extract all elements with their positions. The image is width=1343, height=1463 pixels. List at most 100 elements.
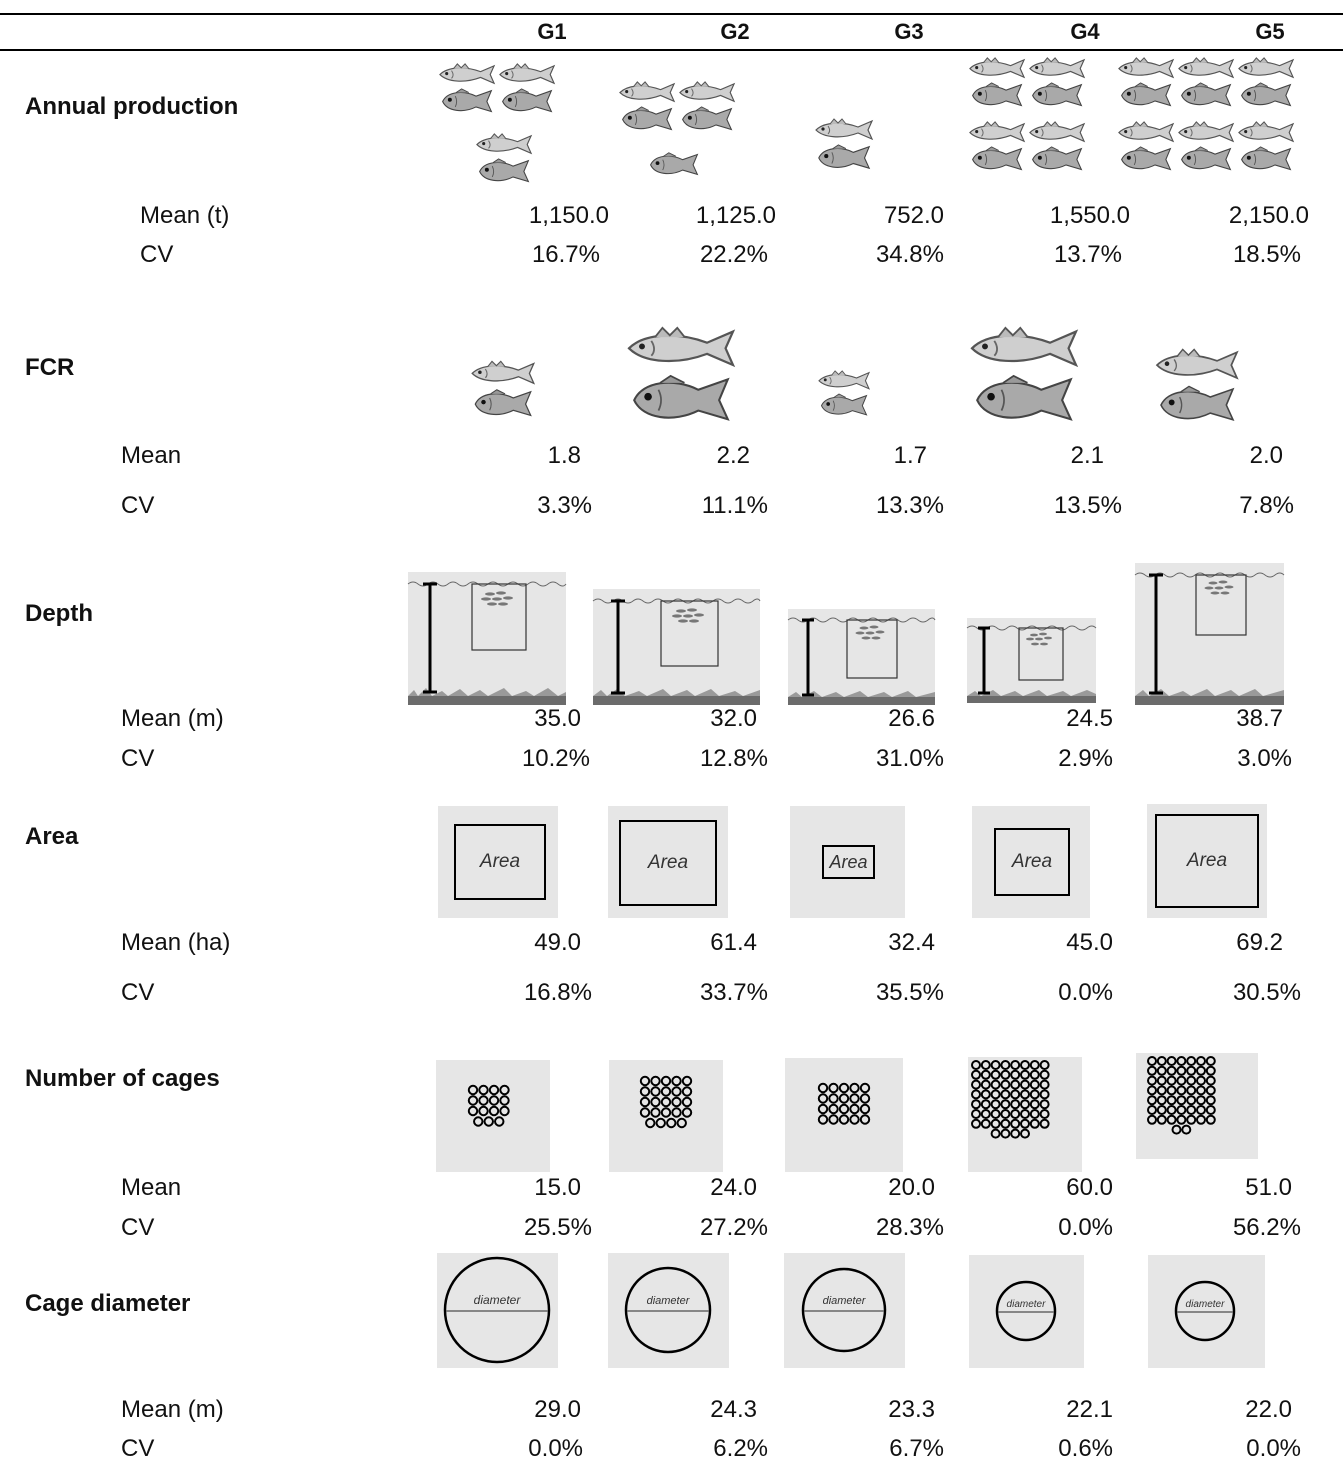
cage-ring [645, 1117, 656, 1129]
value-cell: 49.0 [534, 929, 581, 956]
cage-ring [1010, 1060, 1021, 1070]
cage-ring [1020, 1118, 1030, 1129]
cage-ring [1039, 1069, 1050, 1080]
value-cell: 10.2% [521, 745, 590, 772]
cage-ring [1156, 1075, 1167, 1086]
cage-ring [639, 1075, 651, 1087]
value-cell: 61.4 [710, 929, 757, 956]
value-cell: 0.6% [1058, 1435, 1113, 1462]
value-cell: 28.3% [875, 1214, 944, 1241]
cage-depth-icon [966, 618, 1097, 703]
cage-ring [681, 1086, 693, 1097]
cage-ring [660, 1096, 672, 1108]
cage-ring [488, 1084, 500, 1096]
cage-ring [660, 1107, 672, 1118]
cage-ring [671, 1086, 682, 1097]
cage-ring [478, 1105, 489, 1117]
value-cell: 11.1% [701, 492, 768, 519]
cage-depth-icon [1134, 563, 1285, 705]
cage-ring [1176, 1095, 1187, 1106]
value-cell: 18.5% [1232, 241, 1301, 268]
value-cell: 1.7 [893, 442, 927, 469]
row-label-cages-cv: CV [121, 1214, 155, 1241]
value-cell: 29.0 [534, 1396, 581, 1423]
cage-ring [1176, 1056, 1187, 1066]
cage-ring [1176, 1075, 1187, 1086]
value-cell: 51.0 [1245, 1174, 1292, 1201]
cage-ring [838, 1103, 850, 1115]
row-label-cages-mean: Mean [121, 1174, 182, 1201]
cage-ring [1000, 1109, 1011, 1119]
value-cell: 0.0% [1058, 979, 1113, 1006]
fish-group-icon [438, 62, 563, 192]
value-cell: 13.5% [1053, 492, 1122, 519]
cage-ring [1000, 1089, 1011, 1100]
value-cell: 32.0 [710, 705, 757, 732]
row-label-diameter-mean: Mean (m) [121, 1396, 224, 1423]
section-title-annual-production: Annual production [25, 93, 239, 120]
cage-ring [849, 1114, 860, 1125]
cage-ring [1176, 1105, 1187, 1115]
fish-pair-icon [1152, 348, 1242, 428]
cage-ring [1196, 1056, 1206, 1066]
value-cell: 13.3% [875, 492, 944, 519]
cage-ring [838, 1093, 850, 1104]
diameter-label: diameter [1186, 1299, 1226, 1310]
value-cell: 24.3 [710, 1396, 757, 1423]
cage-ring [1186, 1075, 1197, 1086]
fish-pair-icon [470, 360, 536, 422]
value-cell: 6.2% [713, 1435, 768, 1462]
value-cell: 1,150.0 [528, 202, 609, 229]
cage-diameter-icon: diameter [1148, 1255, 1265, 1368]
cage-ring [671, 1096, 682, 1108]
fish-pair-icon [968, 326, 1080, 430]
cage-ring [1010, 1089, 1021, 1100]
cage-ring [859, 1103, 871, 1115]
row-label-area-mean: Mean (ha) [121, 929, 231, 956]
cage-ring [681, 1096, 693, 1108]
cage-depth-icon [787, 609, 936, 705]
value-cell: 2.0 [1249, 442, 1283, 469]
fish-pair-icon [620, 326, 742, 430]
cage-ring [1156, 1056, 1167, 1066]
cage-ring [1147, 1065, 1157, 1076]
cage-ring [817, 1093, 829, 1104]
cage-ring [1156, 1114, 1167, 1125]
cage-depth-icon [407, 572, 567, 705]
cage-ring [1010, 1118, 1021, 1129]
cage-ring [980, 1069, 991, 1080]
cage-ring [467, 1095, 479, 1106]
cage-ring [494, 1116, 505, 1127]
cage-ring [1039, 1118, 1050, 1129]
value-cell: 1,125.0 [695, 202, 776, 229]
area-box: Area [454, 824, 546, 900]
cage-ring [1020, 1109, 1030, 1119]
area-box-label: Area [829, 851, 868, 872]
top-rule [0, 13, 1343, 15]
area-box: Area [1155, 814, 1259, 908]
cage-ring [1029, 1109, 1040, 1119]
cage-ring [660, 1086, 672, 1097]
value-cell: 24.5 [1066, 705, 1113, 732]
row-label-depth-cv: CV [121, 745, 155, 772]
value-cell: 20.0 [888, 1174, 935, 1201]
cage-ring [1181, 1124, 1192, 1135]
cage-ring [817, 1103, 829, 1115]
cage-grid-icon [785, 1058, 903, 1172]
cage-ring [1010, 1069, 1021, 1080]
area-box: Area [994, 828, 1070, 896]
cage-ring [1029, 1060, 1040, 1070]
cage-ring [655, 1117, 666, 1129]
cage-ring [1010, 1099, 1021, 1110]
area-square-icon: Area [790, 806, 905, 918]
cage-ring [990, 1089, 1001, 1100]
value-cell: 3.3% [537, 492, 592, 519]
value-cell: 35.0 [534, 705, 581, 732]
value-cell: 6.7% [889, 1435, 944, 1462]
cage-ring [971, 1079, 981, 1090]
cage-ring [488, 1095, 500, 1106]
cage-ring [1176, 1114, 1187, 1125]
cage-ring [1147, 1114, 1157, 1125]
column-header-g3: G3 [894, 19, 924, 44]
section-title-cage-diameter: Cage diameter [25, 1290, 191, 1317]
